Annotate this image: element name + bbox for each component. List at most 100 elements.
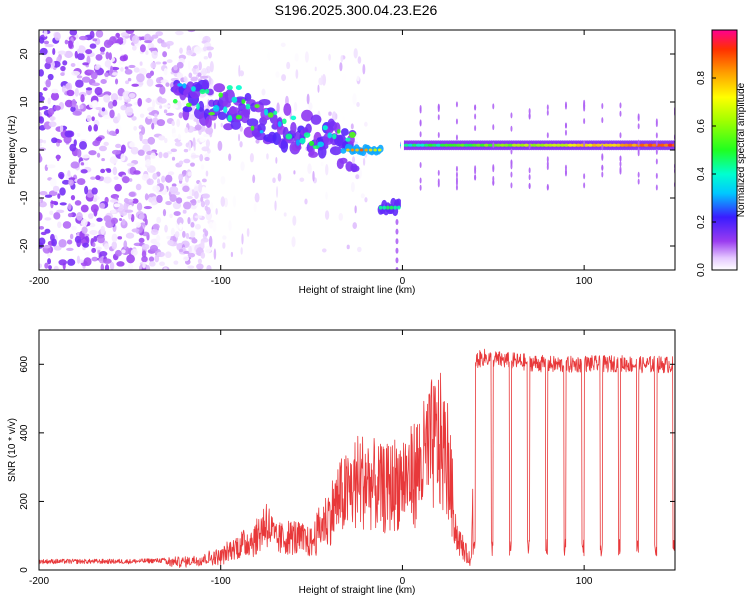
spectrogram-cell (198, 181, 203, 194)
colorbar-tick-label: 0.8 (696, 71, 707, 85)
spectrogram-cell (455, 184, 458, 191)
spectrogram-cell (655, 132, 658, 139)
spectrogram-cell (455, 171, 458, 178)
spectrogram-cell (109, 156, 118, 164)
spectrogram-cell (510, 125, 513, 132)
spectrogram-cell (217, 140, 223, 151)
colorbar-tick-label: 0.2 (696, 215, 707, 229)
spectrogram-cell (150, 62, 157, 69)
spectrogram-cell (339, 62, 343, 72)
spectrogram-cell (193, 46, 202, 54)
spectrogram-cell (200, 252, 206, 259)
spectrogram-cell (109, 261, 115, 270)
spectrogram-cell (261, 88, 266, 96)
spectrogram-cell (437, 104, 440, 111)
spectrogram-cell (357, 246, 362, 253)
spectrogram-cell (435, 143, 441, 147)
spectrogram-cell (227, 114, 233, 122)
spectrogram-cell (72, 110, 82, 116)
spectrogram-cell (141, 126, 146, 135)
spectrogram-cell (96, 217, 103, 222)
spectrogram-cell (95, 136, 103, 142)
spectrogram-cell (121, 249, 126, 254)
spectrogram-cell (455, 118, 458, 125)
spectrogram-cell (186, 195, 193, 200)
spectrogram-cell (196, 103, 200, 110)
spectrogram-cell (194, 215, 203, 219)
spectrogram-cell (619, 143, 625, 147)
spectrogram-cell (368, 148, 373, 152)
spectrogram-cell (130, 146, 139, 155)
spectrogram-cell (354, 205, 357, 214)
spectrogram-cell (62, 179, 70, 185)
spectrogram-cell (564, 122, 567, 129)
spectrogram-cell (492, 142, 495, 149)
spectrogram-cell (117, 96, 123, 101)
spectrogram-cell (61, 85, 66, 93)
spectrogram-cell (437, 181, 440, 188)
colorbar-label: Normalized spectral amplitude (736, 82, 747, 217)
spectrogram-cell (523, 143, 529, 147)
spectrogram-cell (171, 156, 176, 161)
y-tick-label: 600 (19, 356, 30, 373)
spectrogram-cell (564, 164, 567, 171)
spectrogram-cell (226, 85, 233, 91)
spectrogram-cell (151, 122, 155, 130)
spectrogram-cell (103, 141, 109, 147)
spectrogram-cell (240, 161, 245, 172)
spectrogram-cell (583, 173, 586, 180)
spectrogram-cell (76, 75, 83, 79)
spectrogram-cell (285, 133, 293, 140)
spectrogram-cell (114, 183, 122, 192)
x-tick-label: 100 (576, 576, 593, 587)
spectrogram-cell (197, 258, 202, 264)
spectrogram-cell (322, 125, 328, 131)
spectrogram-cell (510, 148, 513, 155)
spectrogram-cell (39, 36, 45, 44)
spectrogram-cell (474, 125, 477, 132)
spectrogram-cell (329, 146, 342, 156)
spectrogram-cell (213, 248, 217, 260)
spectrogram-cell (492, 166, 495, 173)
spectrogram-cell (70, 106, 76, 113)
spectrogram-cell (159, 98, 167, 104)
spectrogram-cell (317, 141, 325, 148)
spectrogram-cell (127, 77, 132, 82)
spectrogram-cell (196, 119, 200, 126)
spectrogram-cell (199, 136, 206, 143)
spectrogram-cell (249, 153, 254, 163)
spectrogram-cell (205, 126, 214, 135)
spectrogram-cell (76, 61, 81, 70)
spectrogram-cell (92, 85, 96, 92)
spectrogram-cell (111, 241, 118, 250)
spectrogram-cell (186, 49, 194, 56)
spectrogram-cell (659, 143, 665, 147)
spectrogram-cell (76, 178, 86, 185)
spectrogram-cell (89, 30, 95, 39)
spectrogram-cell (91, 256, 99, 262)
spectrogram-cell (176, 61, 184, 69)
spectrogram-cell (197, 72, 202, 77)
spectrogram-cell (393, 205, 397, 210)
spectrogram-cell (204, 156, 210, 162)
spectrogram-cell (141, 250, 147, 258)
spectrogram-cell (340, 55, 344, 63)
spectrogram-cell (619, 102, 622, 109)
spectrogram-cell (280, 139, 289, 153)
spectrogram-cell (427, 143, 433, 147)
spectrogram-cell (130, 248, 138, 256)
spectrogram-cell (57, 193, 61, 199)
spectrogram-cell (139, 44, 146, 53)
spectrogram-cell (80, 204, 89, 213)
spectrogram-cell (293, 170, 296, 175)
spectrogram-cell (419, 119, 422, 126)
spectrogram-cell (181, 140, 187, 146)
spectrogram-cell (272, 177, 276, 184)
spectrogram-cell (76, 133, 81, 138)
spectrogram-x-label: Height of straight line (km) (299, 285, 416, 296)
spectrogram-cell (182, 185, 190, 193)
spectrogram-cell (67, 258, 76, 266)
spectrogram-cell (144, 40, 153, 44)
spectrogram-cell (44, 217, 52, 221)
y-tick-label: 0 (19, 567, 30, 573)
